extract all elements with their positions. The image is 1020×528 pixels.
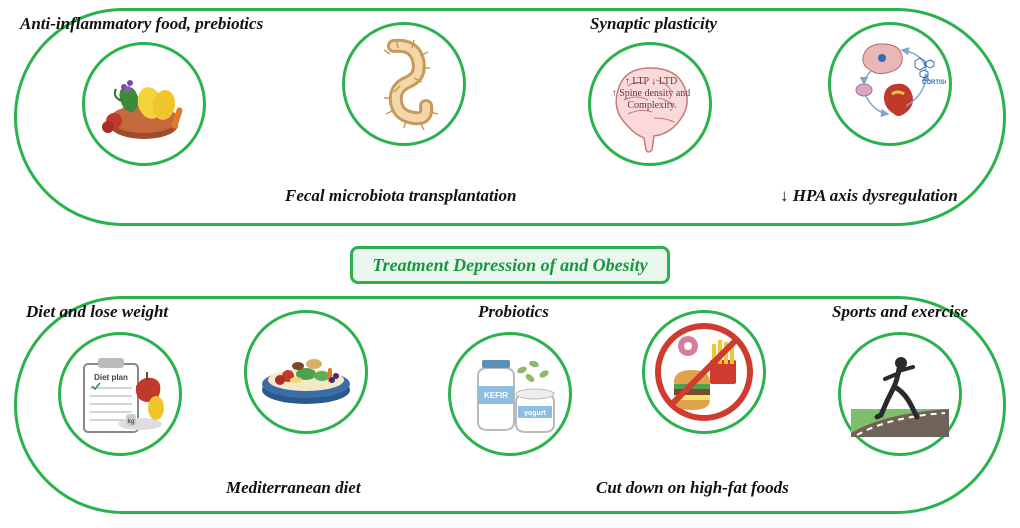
label-cut-fat: Cut down on high-fat foods bbox=[596, 478, 789, 498]
circle-probiotics: KEFIR yogurt bbox=[448, 332, 572, 456]
label-probiotics: Probiotics bbox=[478, 302, 549, 322]
svg-text:yogurt: yogurt bbox=[524, 410, 546, 417]
svg-text:Diet plan: Diet plan bbox=[94, 373, 128, 382]
overlay-line2: ↑ Spine density and Complexity bbox=[606, 88, 696, 112]
circle-fmt bbox=[342, 22, 466, 146]
item-diet-weight: Diet plan kg bbox=[58, 332, 182, 456]
label-synaptic: Synaptic plasticity bbox=[590, 14, 717, 34]
overlay-line1: ↑ LTP ↓ LTD bbox=[606, 76, 696, 88]
circle-sports bbox=[838, 332, 962, 456]
item-hpa: CORTISOL bbox=[828, 22, 952, 146]
no-junk-food-icon bbox=[648, 316, 760, 428]
svg-text:kg: kg bbox=[127, 419, 134, 425]
label-sports: Sports and exercise bbox=[832, 302, 968, 322]
mediterranean-icon bbox=[252, 318, 360, 426]
circle-med-diet bbox=[244, 310, 368, 434]
probiotics-icon: KEFIR yogurt bbox=[458, 342, 562, 446]
circle-antiinflammatory bbox=[82, 42, 206, 166]
label-med-diet: Mediterranean diet bbox=[226, 478, 361, 498]
running-icon bbox=[845, 339, 955, 449]
item-probiotics: KEFIR yogurt bbox=[448, 332, 572, 456]
label-hpa: ↓ HPA axis dysregulation bbox=[780, 186, 958, 206]
hpa-axis-icon: CORTISOL bbox=[834, 28, 946, 140]
label-antiinflammatory: Anti-inflammatory food, prebiotics bbox=[20, 14, 263, 34]
title-pill: Treatment Depression of and Obesity bbox=[350, 246, 670, 284]
synaptic-overlay: ↑ LTP ↓ LTD ↑ Spine density and Complexi… bbox=[606, 76, 696, 112]
circle-diet-weight: Diet plan kg bbox=[58, 332, 182, 456]
veggies-icon bbox=[94, 59, 194, 149]
circle-cut-fat bbox=[642, 310, 766, 434]
item-sports bbox=[838, 332, 962, 456]
circle-hpa: CORTISOL bbox=[828, 22, 952, 146]
gut-icon bbox=[354, 34, 454, 134]
label-fmt: Fecal microbiota transplantation bbox=[285, 186, 516, 206]
title-text: Treatment Depression of and Obesity bbox=[372, 255, 647, 276]
svg-text:CORTISOL: CORTISOL bbox=[922, 80, 946, 86]
svg-text:KEFIR: KEFIR bbox=[484, 391, 508, 400]
item-cut-fat bbox=[642, 310, 766, 434]
diet-plan-icon: Diet plan kg bbox=[70, 344, 170, 444]
item-med-diet bbox=[244, 310, 368, 434]
item-fmt bbox=[342, 22, 466, 146]
label-diet-weight: Diet and lose weight bbox=[26, 302, 168, 322]
item-antiinflammatory bbox=[82, 42, 206, 166]
